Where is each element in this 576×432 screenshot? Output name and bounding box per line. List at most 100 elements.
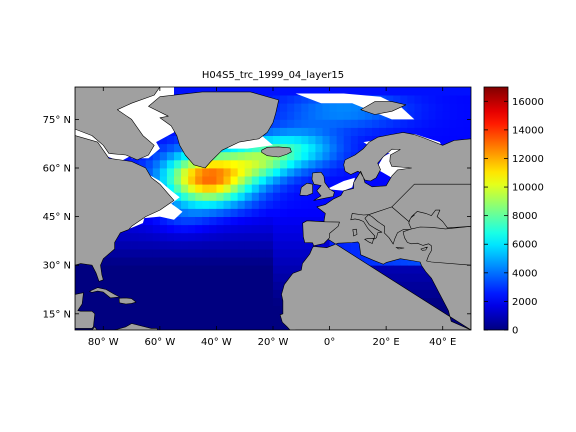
field-cell [258,176,267,185]
field-cell [273,305,281,315]
field-cell [322,119,330,128]
field-cell [223,313,231,323]
field-cell [315,87,323,96]
field-cell [428,119,437,128]
field-cell [145,289,154,298]
field-cell [251,184,260,193]
field-cell [301,103,309,112]
field-cell [152,168,161,177]
field-cell [209,192,217,201]
field-cell [75,305,83,315]
longitude-ticks: 80° W 60° W 40° W 20° W 0° 20° E 40° E [88,87,456,348]
field-cell [258,143,267,153]
field-cell [131,281,140,290]
colorbar-tick-label: 8000 [512,211,537,222]
field-cell [308,87,316,96]
field-cell [308,119,316,128]
field-cell [251,176,260,185]
field-cell [195,289,203,298]
field-cell [89,273,97,282]
field-cell [251,232,260,242]
field-cell [230,192,239,201]
field-cell [294,240,302,250]
field-cell [188,297,196,307]
field-cell [251,289,260,298]
field-cell [110,249,118,258]
field-cell [273,192,281,201]
field-cell [414,281,422,290]
field-cell [223,216,231,226]
map-axes: 80° W 60° W 40° W 20° W 0° 20° E 40° E 15° N 30… [43,86,472,348]
lon-tick-label: 60° W [144,337,175,348]
field-cell [449,111,458,120]
field-cell [456,127,465,136]
field-cell [181,208,189,217]
field-cell [131,257,140,266]
field-cell [152,240,161,250]
field-cell [435,135,444,145]
field-cell [152,249,161,258]
field-cell [174,232,182,242]
field-cell [96,281,104,290]
field-cell [174,321,182,330]
field-cell [244,200,253,209]
field-cell [308,103,316,112]
field-cell [188,273,196,282]
field-cell [301,168,309,177]
field-cell [294,257,302,266]
field-cell [216,200,224,209]
field-cell [174,176,182,185]
field-cell [131,240,140,250]
field-cell [287,216,295,226]
field-cell [294,135,302,145]
field-cell [251,249,260,258]
field-cell [350,103,359,112]
field-cell [124,289,132,298]
field-cell [287,257,295,266]
field-cell [209,87,217,96]
field-cell [350,143,359,153]
field-cell [188,168,196,177]
field-cell [435,297,444,307]
field-cell [209,168,217,177]
field-cell [322,151,330,161]
field-cell [372,119,380,128]
field-cell [294,111,302,120]
field-cell [237,289,246,298]
field-cell [110,297,118,307]
field-cell [287,168,295,177]
field-cell [280,87,288,96]
lat-tick-label: 15° N [43,309,71,320]
field-cell [273,289,281,298]
field-cell [251,168,260,177]
field-cell [258,281,267,290]
field-cell [294,208,302,217]
field-cell [301,95,309,104]
field-cell [138,249,147,258]
field-cell [174,257,182,266]
field-cell [117,240,125,250]
field-cell [442,87,451,96]
field-cell [315,111,323,120]
field-cell [294,119,302,128]
latitude-ticks: 15° N 30° N 45° N 60° N 75° N [43,115,471,320]
field-cell [258,249,267,258]
field-cell [273,321,281,330]
field-cell [216,240,224,250]
field-cell [273,281,281,290]
field-cell [124,240,132,250]
field-cell [181,151,189,161]
field-cell [251,151,260,161]
field-cell [181,159,189,169]
field-cell [202,224,210,234]
field-cell [280,192,288,201]
field-cell [407,281,415,290]
field-cell [89,305,97,315]
field-cell [336,151,345,161]
field-cell [294,192,302,201]
field-cell [110,265,118,274]
field-cell [216,289,224,298]
field-cell [223,200,231,209]
field-cell [181,289,189,298]
field-cell [329,168,338,177]
